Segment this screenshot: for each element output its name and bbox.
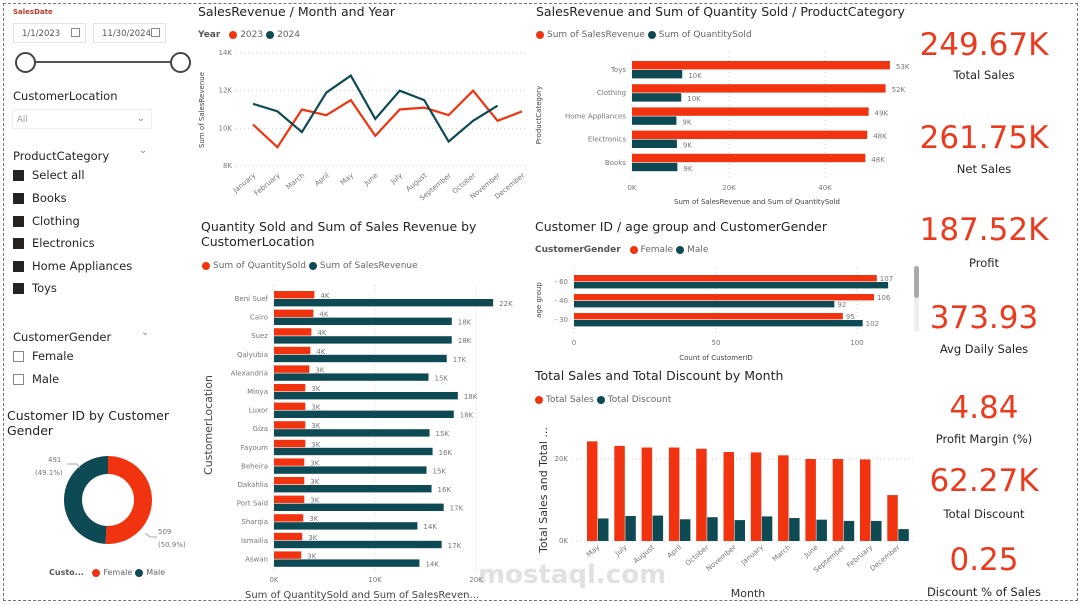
line-chart-title: SalesRevenue / Month and Year — [198, 4, 395, 19]
kpi-discount-pct-value: 0.25 — [949, 542, 1019, 578]
age-chart-title: Customer ID / age group and CustomerGend… — [535, 219, 827, 234]
kpi-avg-daily-sales-value: 373.93 — [929, 300, 1039, 336]
start-date-input[interactable]: 1/1/2023 — [13, 23, 86, 43]
option-label: Male — [32, 372, 60, 386]
legend-title: CustomerGender — [535, 245, 621, 255]
monthly-chart-title: Total Sales and Total Discount by Month — [535, 368, 784, 383]
kpi-profit-value: 187.52K — [919, 212, 1049, 248]
kpi-profit-margin-label: Profit Margin (%) — [935, 432, 1033, 446]
legend-dot-male — [135, 568, 144, 577]
line-chart-legend: Year 2023 2024 — [198, 30, 300, 40]
option-label: Books — [32, 191, 67, 205]
report-canvas — [3, 3, 1078, 601]
legend-title: Year — [198, 30, 221, 40]
kpi-net-sales-label: Net Sales — [956, 162, 1012, 176]
chevron-down-icon[interactable]: ⌄ — [139, 145, 148, 156]
end-date-value: 11/30/2024 — [102, 29, 151, 39]
legend-dot-2024 — [266, 31, 275, 39]
legend-dot — [629, 246, 638, 254]
legend-item[interactable]: Sum of QuantitySold — [658, 30, 752, 40]
checkbox-checked[interactable] — [13, 215, 24, 227]
chevron-down-icon[interactable]: ⌄ — [141, 327, 150, 338]
legend-item[interactable]: Male — [687, 245, 709, 255]
kpi-avg-daily-sales-label: Avg Daily Sales — [939, 342, 1029, 356]
kpi-total-sales-value: 249.67K — [919, 27, 1049, 63]
product-category-option[interactable]: Books — [13, 191, 67, 205]
legend-dot — [308, 262, 317, 270]
option-label: Female — [32, 349, 74, 363]
legend-dot — [676, 246, 685, 254]
product-category-option[interactable]: Select all — [13, 168, 85, 182]
customer-gender-option[interactable]: Male — [13, 372, 59, 386]
legend-dot-female — [92, 568, 101, 577]
watermark: mostaql.com — [478, 560, 667, 590]
donut-legend: Custo... Female Male — [49, 568, 165, 577]
legend-item[interactable]: 2024 — [277, 30, 300, 40]
product-category-label: ProductCategory — [13, 149, 110, 163]
legend-title: Custo... — [49, 568, 84, 577]
kpi-net-sales-value: 261.75K — [919, 120, 1049, 156]
checkbox-unchecked[interactable] — [13, 373, 24, 385]
legend-dot — [647, 31, 656, 39]
checkbox-checked[interactable] — [13, 237, 24, 249]
calendar-icon[interactable] — [151, 28, 160, 37]
monthly-chart-legend: Total Sales Total Discount — [535, 395, 671, 405]
legend-item[interactable]: Female — [103, 568, 133, 577]
checkbox-checked[interactable] — [13, 169, 24, 181]
kpi-total-discount-label: Total Discount — [943, 507, 1025, 521]
kpi-total-discount-value: 62.27K — [929, 463, 1039, 499]
product-category-option[interactable]: Clothing — [13, 214, 80, 228]
customer-location-label: CustomerLocation — [13, 89, 118, 103]
date-range-slider-end-handle[interactable] — [170, 52, 191, 73]
product-chart-legend: Sum of SalesRevenue Sum of QuantitySold — [536, 30, 752, 40]
checkbox-checked[interactable] — [13, 260, 24, 272]
legend-item[interactable]: Sum of SalesRevenue — [547, 30, 645, 40]
location-chart-legend: Sum of QuantitySold Sum of SalesRevenue — [202, 261, 418, 271]
start-date-value: 1/1/2023 — [22, 29, 61, 39]
legend-dot — [596, 396, 605, 404]
legend-item[interactable]: 2023 — [240, 30, 264, 40]
scrollbar-thumb[interactable] — [914, 266, 919, 298]
checkbox-checked[interactable] — [13, 282, 24, 294]
checkbox-checked[interactable] — [13, 192, 24, 204]
calendar-icon[interactable] — [71, 28, 80, 37]
kpi-profit-label: Profit — [969, 256, 999, 270]
legend-item[interactable]: Sum of QuantitySold — [213, 261, 306, 271]
product-category-option[interactable]: Toys — [13, 281, 57, 295]
product-chart-title: SalesRevenue and Sum of Quantity Sold / … — [536, 4, 905, 19]
legend-item[interactable]: Sum of SalesRevenue — [319, 261, 418, 271]
product-category-option[interactable]: Electronics — [13, 236, 95, 250]
legend-dot — [536, 31, 544, 39]
date-range-slider-start-handle[interactable] — [15, 52, 36, 73]
legend-item[interactable]: Male — [146, 568, 166, 577]
donut-chart-title: Customer ID by Customer Gender — [7, 408, 169, 438]
legend-dot — [535, 396, 543, 404]
kpi-profit-margin-value: 4.84 — [949, 390, 1019, 426]
age-chart-legend: CustomerGender Female Male — [535, 245, 708, 255]
option-label: Select all — [32, 168, 85, 182]
customer-gender-label: CustomerGender — [13, 330, 112, 344]
date-range-slider-track[interactable] — [25, 61, 181, 63]
sales-date-label: SalesDate — [13, 8, 53, 16]
checkbox-unchecked[interactable] — [13, 350, 24, 362]
option-label: Clothing — [32, 214, 80, 228]
legend-dot — [202, 262, 210, 270]
option-label: Toys — [32, 281, 57, 295]
legend-dot-2023 — [229, 31, 238, 39]
customer-location-dropdown[interactable]: All ⌄ — [12, 109, 152, 129]
age-chart-scrollbar[interactable] — [914, 266, 919, 332]
chevron-down-icon: ⌄ — [136, 113, 145, 124]
product-category-option[interactable]: Home Appliances — [13, 259, 132, 273]
location-chart-title: Quantity Sold and Sum of Sales Revenue b… — [201, 219, 477, 249]
kpi-total-sales-label: Total Sales — [953, 68, 1015, 82]
legend-item[interactable]: Female — [640, 245, 674, 255]
customer-gender-option[interactable]: Female — [13, 349, 74, 363]
legend-item[interactable]: Total Sales — [546, 395, 594, 405]
option-label: Electronics — [32, 236, 95, 250]
end-date-input[interactable]: 11/30/2024 — [93, 23, 166, 43]
legend-item[interactable]: Total Discount — [607, 395, 672, 405]
customer-location-value: All — [17, 115, 28, 125]
kpi-discount-pct-label: Discount % of Sales — [926, 585, 1042, 599]
option-label: Home Appliances — [32, 259, 133, 273]
